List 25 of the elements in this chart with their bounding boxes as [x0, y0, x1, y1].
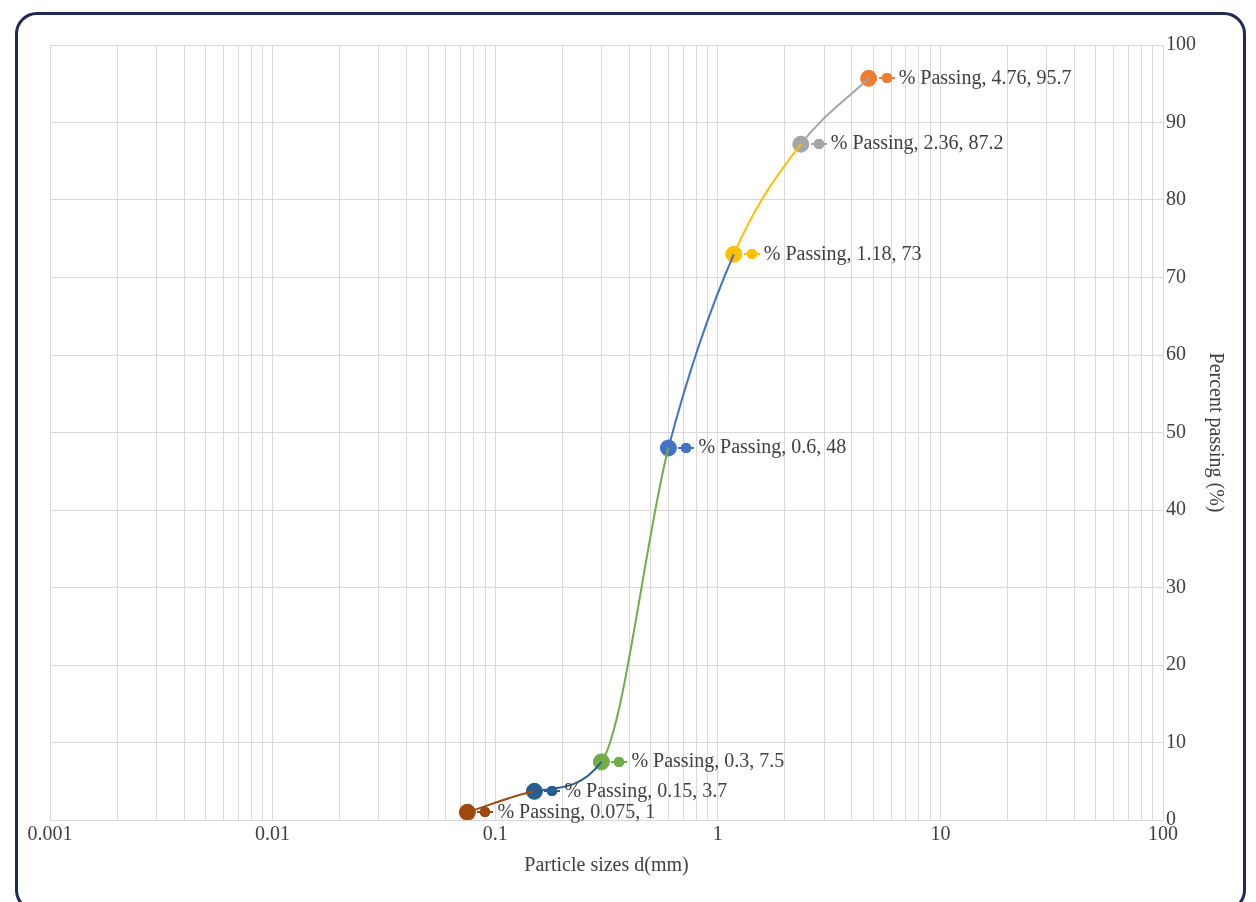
y-tick-label: 80: [1166, 187, 1186, 210]
x-axis-title: Particle sizes d(mm): [524, 853, 689, 877]
data-label: % Passing, 0.3, 7.5: [631, 749, 785, 773]
x-tick-label: 10: [930, 822, 951, 845]
x-tick-label: 0.001: [27, 822, 73, 845]
x-tick-label: 1: [712, 822, 723, 845]
y-tick-label: 20: [1166, 652, 1186, 675]
y-tick-label: 90: [1166, 109, 1186, 132]
y-tick-label: 40: [1166, 497, 1186, 520]
y-tick-label: 50: [1166, 419, 1186, 442]
point: [860, 69, 878, 87]
x-tick-label: 0.1: [482, 822, 508, 845]
y-tick-label: 10: [1166, 729, 1186, 752]
y-tick-label: 70: [1166, 264, 1186, 287]
y-axis-title: Percent passing (%): [1204, 352, 1228, 513]
data-label: % Passing, 2.36, 87.2: [830, 131, 1004, 155]
data-label: % Passing, 4.76, 95.7: [898, 65, 1072, 89]
y-tick-label: 60: [1166, 342, 1186, 365]
point: [458, 803, 476, 820]
data-label: % Passing, 0.6, 48: [698, 435, 847, 459]
data-label: % Passing, 0.15, 3.7: [564, 778, 728, 802]
y-tick-label: 30: [1166, 574, 1186, 597]
x-tick-label: 0.01: [255, 822, 291, 845]
y-tick-label: 100: [1166, 32, 1196, 55]
data-label: % Passing, 1.18, 73: [763, 241, 922, 265]
